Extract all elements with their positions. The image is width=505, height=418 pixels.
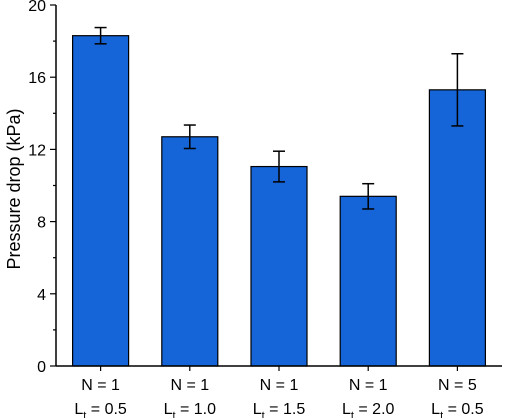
y-tick-label: 12 <box>28 142 46 159</box>
y-tick-label: 4 <box>37 287 46 304</box>
label-rest: = 0.5 <box>443 401 484 418</box>
x-tick-label-line2: Lt = 0.5 <box>431 401 484 418</box>
y-axis-title: Pressure drop (kPa) <box>4 108 24 269</box>
label-main: L <box>431 401 440 418</box>
error-bar <box>451 52 464 127</box>
error-bar <box>362 182 375 210</box>
x-tick-label-line1: N = 1 <box>81 377 120 394</box>
x-tick-label-line2: Lt = 2.0 <box>342 401 395 418</box>
label-main: L <box>342 401 351 418</box>
label-rest: = 0.5 <box>86 401 127 418</box>
x-tick-label-line1: N = 1 <box>260 377 299 394</box>
y-tick-label: 0 <box>37 359 46 376</box>
label-rest: = 1.0 <box>176 401 217 418</box>
label-main: L <box>253 401 262 418</box>
error-bar <box>273 150 285 183</box>
error-bar <box>183 124 196 150</box>
y-tick-label: 16 <box>28 70 46 87</box>
bar <box>71 35 130 367</box>
label-main: L <box>164 401 173 418</box>
error-bars-group <box>94 26 464 210</box>
label-subscript: t <box>262 410 265 418</box>
bar <box>428 89 486 367</box>
bars-group <box>71 35 486 367</box>
label-rest: = 2.0 <box>354 401 395 418</box>
y-tick-label: 20 <box>28 0 46 15</box>
x-tick-label-line2: Lt = 1.5 <box>253 401 306 418</box>
x-tick-label-line1: N = 1 <box>349 377 388 394</box>
y-ticks-group: 0 4 8 12 16 20 <box>28 0 56 376</box>
y-tick-label: 8 <box>37 215 46 232</box>
x-tick-label-line2: Lt = 0.5 <box>74 401 127 418</box>
label-subscript: t <box>351 410 354 418</box>
x-tick-label-line1: N = 5 <box>438 377 477 394</box>
label-subscript: t <box>172 410 175 418</box>
bar <box>339 195 397 367</box>
error-bar <box>94 26 107 45</box>
label-subscript: t <box>83 410 86 418</box>
x-tick-label-line1: N = 1 <box>170 377 209 394</box>
x-tick-label-line2: Lt = 1.0 <box>164 401 217 418</box>
x-labels-group: N = 1 Lt = 0.5 N = 1 Lt = 1.0 N = 1 Lt = 1.5 N… <box>74 366 484 418</box>
bar <box>250 165 308 367</box>
label-rest: = 1.5 <box>265 401 306 418</box>
label-main: L <box>74 401 83 418</box>
bar <box>161 136 219 367</box>
label-subscript: t <box>440 410 443 418</box>
